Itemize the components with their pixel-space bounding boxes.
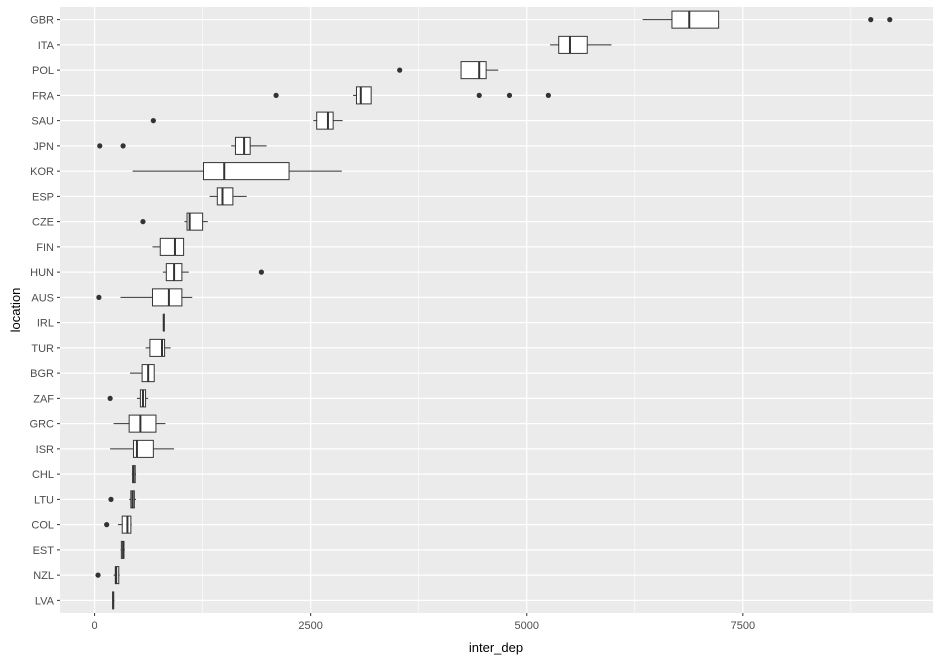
- box-tur: [145, 338, 171, 357]
- box-iqr: [216, 187, 234, 206]
- outlier-point: [476, 92, 482, 98]
- outlier-point: [150, 118, 156, 124]
- y-tick-label: IRL: [37, 318, 54, 330]
- y-tick-label: TUR: [31, 343, 54, 355]
- y-tick-label: CZE: [32, 217, 54, 229]
- y-tick-label: FIN: [36, 242, 54, 254]
- box-irl: [162, 313, 165, 332]
- y-tick-label: JPN: [33, 141, 54, 153]
- box-iqr: [355, 86, 372, 105]
- y-tick-label: HUN: [30, 267, 54, 279]
- box-iqr: [149, 338, 166, 357]
- box-iqr: [151, 288, 183, 307]
- box-isr: [110, 439, 175, 458]
- outlier-point: [868, 17, 874, 23]
- box-iqr: [132, 439, 154, 458]
- box-jpn: [97, 136, 267, 155]
- box-hun: [162, 263, 264, 282]
- outlier-point: [107, 395, 113, 401]
- y-tick-label: LTU: [34, 494, 54, 506]
- box-iqr: [460, 61, 487, 80]
- x-axis-ticks: 0 2500 5000 7500: [92, 613, 755, 632]
- box-col: [104, 515, 132, 534]
- box-iqr: [128, 414, 157, 433]
- box-fin: [152, 237, 185, 256]
- box-iqr: [202, 162, 290, 181]
- outlier-point: [104, 522, 110, 528]
- box-ltu: [108, 490, 137, 509]
- x-tick-label: 2500: [298, 620, 322, 632]
- y-axis-title: location: [8, 288, 23, 333]
- box-bgr: [130, 364, 155, 383]
- outlier-point: [96, 294, 102, 300]
- box-chl: [131, 465, 137, 484]
- outlier-point: [397, 67, 403, 73]
- box-esp: [209, 187, 247, 206]
- y-tick-label: BGR: [30, 368, 54, 380]
- box-est: [120, 540, 125, 559]
- box-sau: [150, 111, 343, 130]
- plot-panel: [60, 7, 933, 613]
- y-tick-label: GBR: [30, 15, 54, 27]
- box-iqr: [186, 212, 204, 231]
- box-nzl: [95, 566, 120, 585]
- box-cze: [140, 212, 208, 231]
- y-tick-label: AUS: [31, 292, 54, 304]
- box-fra: [273, 86, 551, 105]
- box-gbr: [642, 10, 893, 29]
- box-zaf: [107, 389, 149, 408]
- outlier-point: [506, 92, 513, 98]
- y-tick-label: COL: [31, 520, 54, 532]
- y-tick-label: NZL: [33, 570, 54, 582]
- x-axis-title: inter_dep: [469, 640, 523, 655]
- outlier-point: [120, 143, 126, 149]
- outlier-point: [273, 92, 279, 98]
- box-iqr: [159, 237, 185, 256]
- outlier-point: [95, 572, 101, 578]
- x-tick-label: 7500: [731, 620, 755, 632]
- x-tick-label: 0: [92, 620, 98, 632]
- box-layer: [95, 10, 893, 610]
- y-tick-label: CHL: [32, 469, 54, 481]
- box-grc: [113, 414, 166, 433]
- y-axis-ticks: GBR ITA POL FRA SAU JPN KOR ESP CZE FIN HUN AUS IRL T…: [30, 15, 60, 607]
- box-kor: [132, 162, 342, 181]
- y-tick-label: KOR: [30, 166, 54, 178]
- y-tick-label: ZAF: [33, 393, 54, 405]
- y-tick-label: LVA: [35, 595, 55, 607]
- y-tick-label: GRC: [30, 419, 55, 431]
- box-iqr: [234, 136, 251, 155]
- box-iqr: [316, 111, 334, 130]
- outlier-point: [887, 17, 893, 23]
- x-tick-label: 5000: [515, 620, 539, 632]
- box-ita: [550, 35, 612, 54]
- y-tick-label: ISR: [36, 444, 54, 456]
- outlier-point: [140, 219, 146, 225]
- outlier-point: [545, 92, 551, 98]
- y-tick-label: EST: [33, 545, 55, 557]
- box-lva: [112, 591, 115, 610]
- y-tick-label: ESP: [32, 191, 54, 203]
- y-tick-label: SAU: [31, 116, 54, 128]
- box-iqr: [671, 10, 720, 29]
- box-pol: [397, 61, 499, 80]
- outlier-point: [108, 496, 114, 502]
- box-aus: [96, 288, 193, 307]
- outlier-point: [97, 143, 103, 149]
- y-tick-label: POL: [32, 65, 54, 77]
- box-iqr: [558, 35, 588, 54]
- outlier-point: [258, 269, 264, 275]
- y-tick-label: FRA: [32, 90, 55, 102]
- y-tick-label: ITA: [38, 40, 55, 52]
- grid-layer: [60, 7, 933, 613]
